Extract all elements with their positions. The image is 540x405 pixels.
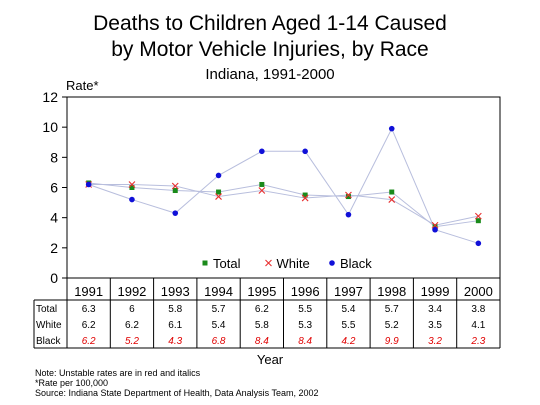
point-black (215, 172, 222, 179)
series-line-total (88, 182, 479, 228)
point-black (259, 148, 265, 155)
table-cell-black: 4.2 (341, 336, 355, 347)
table-row-label-total: Total (36, 304, 57, 315)
table-cell-total: 6 (129, 304, 135, 315)
table-cell-total: 6.2 (255, 304, 269, 315)
x-axis-title: Year (256, 352, 284, 367)
point-total (302, 192, 308, 198)
x-tick-label: 1998 (377, 284, 406, 299)
table-cell-total: 5.8 (168, 304, 182, 315)
y-tick-label: 12 (42, 89, 58, 105)
table-cell-total: 5.5 (298, 304, 312, 315)
table-row-label-white: White (36, 320, 62, 331)
table-cell-total: 5.7 (385, 304, 399, 315)
point-black (129, 196, 135, 203)
point-white (345, 191, 352, 199)
table-cell-white: 4.1 (471, 320, 485, 331)
point-black (302, 148, 308, 155)
point-total (129, 185, 135, 190)
legend-marker-total (202, 260, 208, 266)
legend-label-total: Total (213, 256, 241, 271)
table-cell-white: 5.2 (385, 320, 399, 331)
point-black (172, 210, 179, 216)
table-cell-white: 5.3 (298, 320, 312, 331)
table-cell-white: 5.8 (255, 320, 269, 331)
point-total (216, 189, 222, 195)
legend-marker-white (265, 259, 272, 267)
table-cell-black: 8.4 (255, 336, 269, 347)
point-black (388, 125, 395, 132)
y-tick-label: 8 (50, 149, 58, 165)
table-cell-black: 2.3 (470, 336, 485, 347)
x-tick-label: 1992 (117, 284, 146, 299)
chart-title-line1: Deaths to Children Aged 1-14 Caused (93, 12, 447, 35)
x-tick-label: 1999 (421, 284, 450, 299)
y-tick-label: 6 (50, 180, 58, 196)
note-source: Source: Indiana State Department of Heal… (35, 388, 319, 398)
table-cell-total: 5.7 (212, 304, 226, 315)
point-black (475, 240, 482, 247)
table-cell-black: 4.3 (168, 336, 182, 347)
x-tick-label: 1993 (161, 284, 190, 299)
point-white (171, 182, 179, 190)
point-white (431, 221, 439, 229)
legend-label-white: White (277, 256, 310, 271)
x-tick-label: 1991 (74, 284, 103, 299)
table-cell-white: 5.4 (212, 320, 226, 331)
y-axis-label: Rate* (66, 78, 99, 93)
chart-subtitle: Indiana, 1991-2000 (205, 66, 335, 83)
y-tick-label: 4 (50, 210, 58, 226)
x-tick-label: 1994 (204, 284, 233, 299)
table-cell-black: 6.2 (82, 336, 96, 347)
table-cell-total: 3.8 (471, 304, 485, 315)
notes: Note: Unstable rates are in red and ital… (35, 368, 319, 398)
x-tick-label: 2000 (464, 284, 493, 299)
point-total (345, 194, 351, 200)
point-white (215, 193, 222, 200)
table-cell-black: 5.2 (125, 336, 139, 347)
chart-title-line2: by Motor Vehicle Injuries, by Race (111, 38, 429, 61)
legend-marker-black (329, 260, 335, 266)
point-total (475, 218, 481, 224)
x-tick-label: 1995 (247, 284, 276, 299)
point-total (259, 181, 265, 187)
point-white (128, 181, 136, 188)
table-cell-white: 6.2 (82, 320, 96, 331)
point-black (345, 211, 352, 218)
point-black (432, 226, 438, 233)
table-cell-total: 5.4 (341, 304, 355, 315)
series-line-black (88, 127, 479, 244)
table-cell-white: 6.1 (168, 320, 182, 331)
y-tick-label: 10 (42, 119, 58, 135)
note-rate: *Rate per 100,000 (35, 378, 109, 388)
table-cell-total: 3.4 (428, 304, 442, 315)
table-row-label-black: Black (36, 336, 61, 347)
y-tick-label: 2 (50, 240, 58, 256)
series-line-white (88, 183, 479, 226)
point-white (258, 187, 266, 194)
point-total (432, 224, 438, 230)
point-white (388, 196, 396, 203)
table-cell-black: 3.2 (428, 336, 442, 347)
note-unstable: Note: Unstable rates are in red and ital… (35, 368, 201, 378)
y-tick-label: 0 (50, 270, 58, 286)
point-total (172, 188, 178, 194)
legend-label-black: Black (340, 256, 372, 271)
table-cell-total: 6.3 (82, 304, 96, 315)
point-black (85, 181, 92, 188)
point-white (301, 194, 309, 202)
table-cell-white: 3.5 (428, 320, 442, 331)
table-cell-black: 8.4 (298, 336, 312, 347)
table-cell-black: 6.8 (212, 336, 226, 347)
table-cell-white: 6.2 (125, 320, 139, 331)
point-total (389, 189, 395, 195)
x-tick-label: 1996 (291, 284, 320, 299)
x-tick-label: 1997 (334, 284, 363, 299)
table-cell-white: 5.5 (341, 320, 355, 331)
table-cell-black: 9.9 (385, 336, 399, 347)
point-white (474, 212, 482, 220)
